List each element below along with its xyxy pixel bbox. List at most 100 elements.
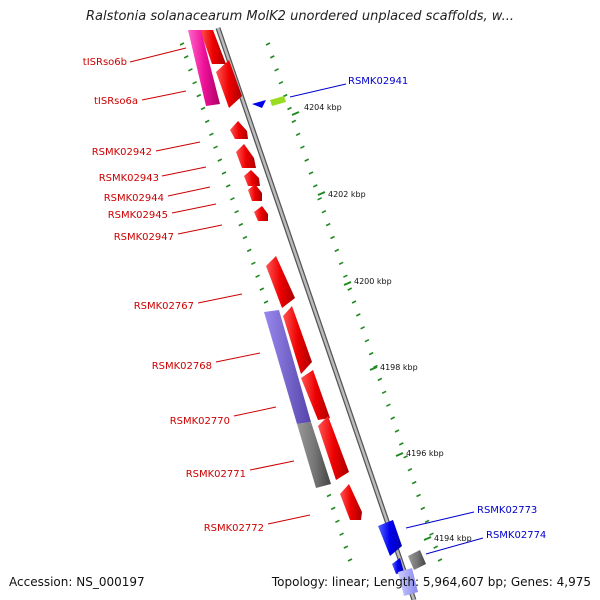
scale-tick-label: 4204 kbp — [304, 103, 342, 112]
guide-dot — [274, 68, 279, 72]
guide-dot — [295, 132, 301, 137]
gene-label[interactable]: tISRso6a — [94, 96, 138, 107]
guide-dot — [326, 493, 332, 498]
gene-label[interactable]: RSMK02947 — [114, 232, 174, 243]
guide-dot — [287, 106, 292, 111]
label-leader — [215, 352, 261, 363]
guide-dot — [265, 42, 271, 46]
guide-dot — [411, 480, 417, 485]
guide-dot — [368, 351, 374, 356]
gene-feature[interactable] — [266, 256, 295, 308]
guide-dot — [330, 235, 335, 240]
left-labels: tISRso6b tISRso6a RSMK02942 RSMK02943 RS… — [83, 47, 311, 534]
guide-dot — [200, 106, 206, 111]
guide-dot — [221, 171, 227, 175]
pseudogene-feature[interactable] — [408, 550, 426, 570]
label-leader — [267, 514, 311, 525]
guide-dot — [269, 55, 275, 59]
gene-feature[interactable] — [252, 100, 266, 108]
gene-feature[interactable] — [301, 370, 330, 420]
gene-feature[interactable] — [244, 170, 260, 186]
label-leader — [249, 460, 295, 471]
gene-feature[interactable] — [283, 306, 312, 374]
trna-feature[interactable] — [188, 30, 220, 106]
guide-dot — [335, 519, 340, 524]
guide-dot — [394, 429, 400, 433]
guide-dot — [343, 545, 349, 549]
guide-dot — [343, 274, 348, 278]
gene-feature[interactable] — [340, 484, 362, 520]
label-leader — [171, 203, 217, 214]
guide-dot — [325, 222, 331, 227]
guide-dot — [377, 377, 383, 382]
gene-label[interactable]: RSMK02768 — [152, 361, 212, 372]
gene-feature[interactable] — [236, 144, 256, 168]
guide-dot — [234, 209, 239, 214]
gene-feature[interactable] — [398, 568, 418, 596]
gene-label[interactable]: RSMK02774 — [486, 530, 546, 541]
gene-feature[interactable] — [378, 520, 402, 556]
gene-label[interactable]: RSMK02771 — [186, 469, 246, 480]
gene-feature[interactable] — [392, 558, 404, 574]
guide-dot — [347, 558, 353, 562]
gene-label[interactable]: RSMK02770 — [170, 416, 230, 427]
label-leader — [425, 537, 484, 555]
label-leader — [289, 83, 347, 98]
guide-dot — [213, 145, 218, 149]
guide-dot — [238, 222, 244, 227]
guide-dot — [304, 158, 310, 162]
scale-tick-label: 4196 kbp — [406, 449, 444, 458]
guide-dot — [317, 197, 322, 201]
guide-dot — [188, 68, 193, 72]
label-leader — [233, 406, 277, 417]
accession-text: Accession: NS_000197 — [9, 575, 145, 589]
pseudogene-feature[interactable] — [297, 422, 331, 488]
chromosome-axis-highlight — [216, 27, 416, 600]
guide-dot — [225, 184, 231, 188]
guide-dot — [347, 287, 353, 291]
forward-strand-genes — [200, 30, 362, 520]
gene-label[interactable]: RSMK02944 — [104, 193, 164, 204]
guide-dot — [278, 80, 284, 85]
gene-feature[interactable] — [200, 30, 226, 64]
guide-dot — [424, 519, 430, 524]
guide-dot — [437, 558, 443, 562]
label-leader — [141, 90, 187, 101]
scale-tick-label: 4202 kbp — [328, 190, 366, 199]
guide-dot — [204, 119, 210, 124]
guide-dot — [259, 287, 265, 291]
guide-dot — [416, 493, 421, 498]
small-feature[interactable] — [270, 96, 286, 106]
guide-dot — [308, 171, 314, 175]
gene-label[interactable]: RSMK02941 — [348, 76, 408, 87]
guide-dot — [420, 506, 426, 511]
gene-label[interactable]: RSMK02772 — [204, 523, 264, 534]
scale-tick — [395, 452, 404, 457]
guide-dot — [390, 416, 396, 420]
guide-dot — [217, 158, 223, 162]
right-dotted-guide — [265, 42, 443, 562]
scale-tick — [423, 536, 432, 541]
guide-dot — [433, 545, 439, 549]
guide-dot — [312, 184, 318, 188]
guide-dot — [403, 455, 408, 459]
gene-label[interactable]: RSMK02942 — [92, 147, 152, 158]
guide-dot — [398, 442, 404, 446]
gene-label[interactable]: RSMK02773 — [477, 505, 537, 516]
gene-label[interactable]: tISRso6b — [83, 57, 127, 68]
guide-dot — [338, 261, 344, 266]
gene-label[interactable]: RSMK02767 — [134, 301, 194, 312]
gene-feature[interactable] — [248, 184, 262, 201]
misc-feature[interactable] — [264, 310, 311, 424]
scale-ticks: 4204 kbp 4202 kbp 4200 kbp 4198 kbp 4196… — [291, 103, 472, 543]
gene-feature[interactable] — [230, 121, 248, 139]
gene-feature[interactable] — [318, 416, 349, 480]
gene-label[interactable]: RSMK02945 — [108, 210, 168, 221]
guide-dot — [351, 300, 357, 304]
genome-summary: Topology: linear; Length: 5,964,607 bp; … — [271, 575, 591, 589]
label-leader — [155, 141, 201, 152]
gene-feature[interactable] — [254, 206, 268, 221]
gene-label[interactable]: RSMK02943 — [99, 173, 159, 184]
gene-feature[interactable] — [216, 60, 242, 108]
